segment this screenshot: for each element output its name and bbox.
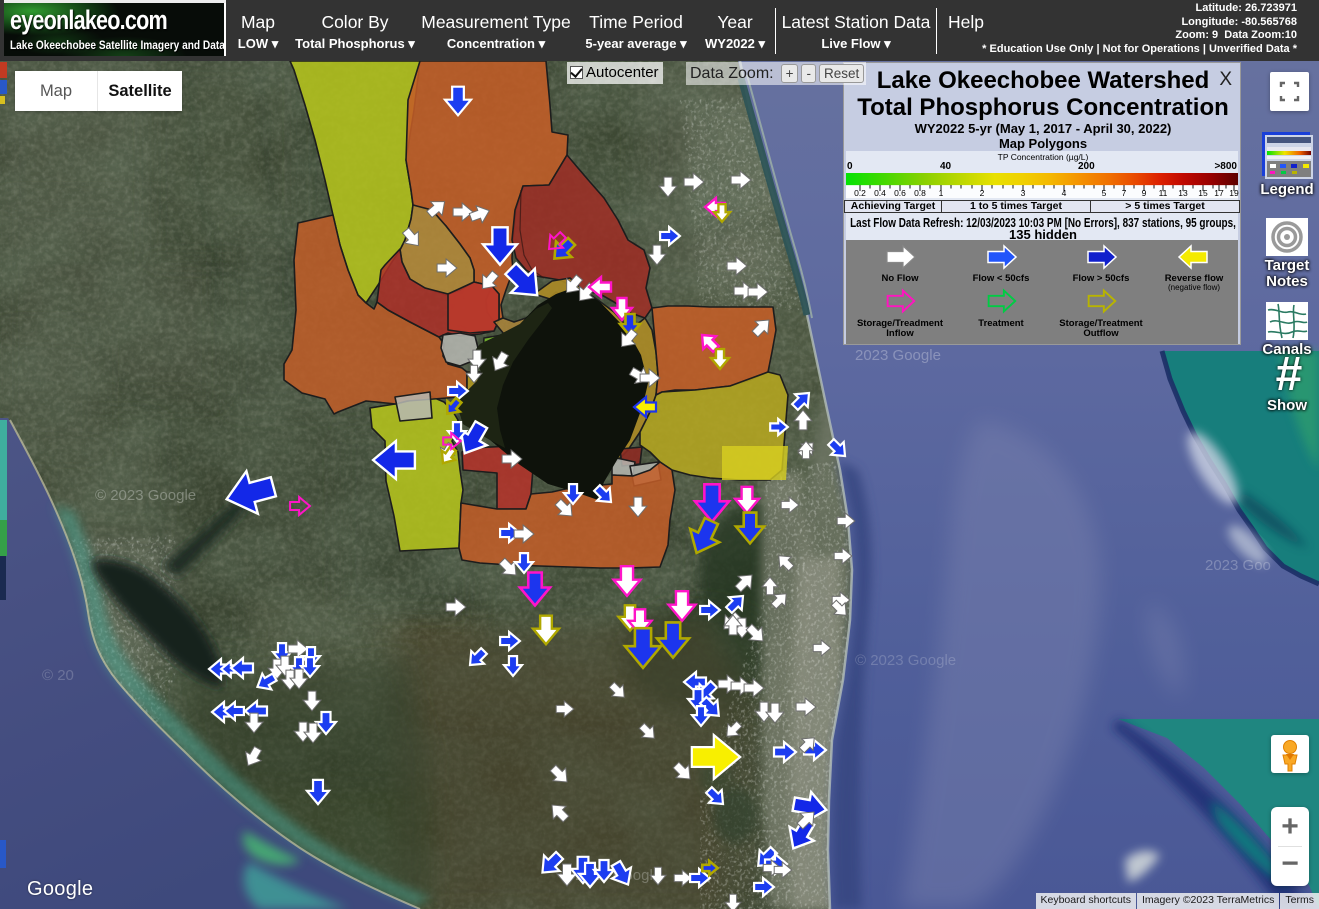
svg-text:2023 Google: 2023 Google [855,347,941,364]
svg-text:© 2023 Google: © 2023 Google [855,652,956,669]
svg-text:© 20: © 20 [42,667,74,684]
svg-text:2023 Goo: 2023 Goo [1205,557,1271,574]
svg-text:© 2023 Google: © 2023 Google [95,487,196,504]
